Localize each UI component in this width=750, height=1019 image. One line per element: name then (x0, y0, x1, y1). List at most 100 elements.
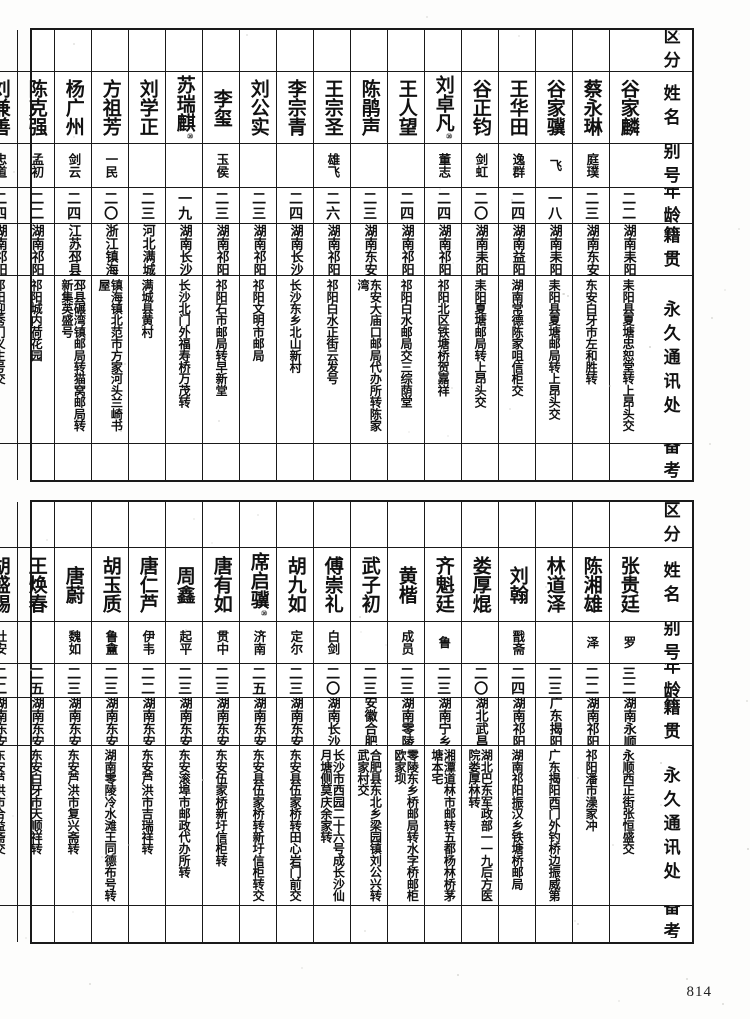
person-column: 齐魁廷鲁二三 湖南宁乡 湘潭道林市邮转五都杨林桥茅塘本宅 (424, 502, 461, 942)
scan-speck (746, 700, 748, 702)
row-label-name: 姓名 (646, 72, 692, 144)
address-text: 合肥县东北乡梁园镇刘公兴转武家村交 (357, 749, 382, 903)
cell-alias (129, 144, 165, 188)
origin-text: 广东揭阳 (547, 698, 560, 746)
person-column: 唐仁芦 伊韦 二二 湖南东安 东安芦洪市吉瑞祥转 (128, 502, 165, 942)
cell-note (0, 906, 17, 938)
cell-name: 唐有如 (203, 548, 239, 622)
cell-note (573, 906, 609, 938)
cell-division (129, 502, 165, 548)
scan-speck (246, 34, 248, 36)
cell-address: 祁阳白水邮局交三综荫堂 (388, 276, 424, 444)
cell-division (18, 502, 54, 548)
scan-speck (379, 354, 381, 356)
age-text: 二二 (0, 666, 6, 696)
cell-alias (351, 622, 387, 664)
cell-note (0, 444, 17, 478)
cell-name: 陈克强 (18, 72, 54, 144)
origin-text: 湖南耒阳 (473, 224, 486, 276)
alias-text: 雄飞 (326, 153, 339, 178)
origin-text: 浙江镇海 (103, 224, 116, 276)
cell-name: 刘翰 (499, 548, 535, 622)
name-text: 王焕春 (26, 556, 45, 613)
row-label-alias: 别号 (646, 144, 692, 188)
cell-alias: 社安 (0, 622, 17, 664)
person-column: 周鑫 起平 二三 湖南东安 东安滚埠市邮政代办所转 (165, 502, 202, 942)
address-text: 东安芦洪市合益斋交 (0, 749, 5, 854)
person-column: 李宗青 二四 湖南长沙 长沙东乡北山新村 (276, 30, 313, 480)
cell-origin: 湖南永顺 (610, 698, 646, 746)
age-text: 二三 (362, 191, 376, 221)
age-text: 二三 (362, 666, 376, 696)
name-text: 席启骥⑩ (248, 552, 267, 618)
age-text: 二三 (140, 191, 154, 221)
origin-text: 湖南祁阳 (214, 224, 227, 276)
cell-name: 黄楷 (388, 548, 424, 622)
age-text: 二二 (140, 666, 154, 696)
age-text: 二三 (66, 666, 80, 696)
name-text: 唐蔚 (63, 566, 82, 604)
cell-age: 二四 (499, 188, 535, 224)
name-text: 胡九如 (285, 556, 304, 613)
name-text: 李宗青 (285, 79, 304, 136)
scan-speck (747, 848, 749, 850)
person-column: 武子初 二三 安徽合肥 合肥县东北乡梁园镇刘公兴转武家村交 (350, 502, 387, 942)
cell-division (425, 30, 461, 72)
cell-note (351, 444, 387, 478)
person-column: 胡九如 定尔 二三 湖南东安 东安县伍家桥转田心岩门前交 (276, 502, 313, 942)
address-text: 祁阳迎秀门义生号交 (0, 279, 5, 384)
cell-name: 刘公实 (240, 72, 276, 144)
person-column: 王焕春 二五 湖南东安 东安白牙市天顺祥转 (17, 502, 54, 942)
cell-name: 苏瑞麒⑩ (166, 72, 202, 144)
name-text: 唐有如 (211, 556, 230, 613)
alias-text: 忠道 (0, 153, 5, 178)
origin-text: 河北满城 (140, 224, 153, 276)
address-text: 邳县碾湾镇邮局转猫窝邮局转新集英盛号 (61, 279, 86, 441)
row-label-text: 姓名 (660, 561, 677, 609)
cell-note (314, 444, 350, 478)
person-column: 蔡永琳 庭璞 二三 湖南东安 东安白牙市左和胜转 (572, 30, 609, 480)
scan-speck (457, 974, 459, 976)
cell-age: 二三 (203, 188, 239, 224)
cell-note (240, 444, 276, 478)
age-text: 一九 (177, 191, 191, 221)
address-text: 东安县伍家桥转田心岩门前交 (289, 749, 301, 901)
cell-address: 镇海镇北范市方家河头兰崎书屋 (92, 276, 128, 444)
cell-note (536, 906, 572, 938)
age-text: 二三 (251, 191, 265, 221)
address-text: 祁阳白水正街云发号 (326, 279, 338, 384)
row-label-column: 区分 姓名 别号 年龄 籍贯 永久通讯处 备考 (646, 30, 692, 480)
name-text: 陈鹃声 (359, 79, 378, 136)
address-text: 长沙北门外福寿桥万茂转 (178, 279, 190, 408)
cell-note (18, 444, 54, 478)
name-annotation-mark: ⑩ (445, 132, 454, 141)
cell-address: 东安县伍家桥转田心岩门前交 (277, 746, 313, 906)
origin-text: 湖南东安 (0, 698, 6, 746)
cell-origin: 湖南祁阳 (388, 224, 424, 276)
cell-alias: 白剑 (314, 622, 350, 664)
cell-alias (351, 144, 387, 188)
cell-division (0, 502, 17, 548)
name-text: 刘卓凡⑩ (433, 75, 452, 141)
cell-address: 东安白牙市左和胜转 (573, 276, 609, 444)
alias-text: 玉侯 (215, 153, 228, 178)
cell-note (92, 444, 128, 478)
cell-name: 王宗圣 (314, 72, 350, 144)
cell-name: 方祖芳 (92, 72, 128, 144)
cell-division (573, 30, 609, 72)
cell-origin: 湖南东安 (573, 224, 609, 276)
cell-address: 东安芦洪市吉瑞祥转 (129, 746, 165, 906)
cell-note (314, 906, 350, 938)
cell-address: 祁阳城内荷花园 (18, 276, 54, 444)
cell-origin: 湖南耒阳 (610, 224, 646, 276)
name-text: 王华田 (507, 79, 526, 136)
origin-text: 湖南祁阳 (436, 224, 449, 276)
cell-name: 陈鹃声 (351, 72, 387, 144)
cell-age: 二〇 (314, 664, 350, 698)
cell-age: 二三 (351, 188, 387, 224)
cell-note (610, 444, 646, 478)
cell-address: 广东揭阳西门外钓桥边振威第 (536, 746, 572, 906)
cell-origin: 湖南长沙 (166, 224, 202, 276)
cell-address: 东安滚埠市邮政代办所转 (166, 746, 202, 906)
scan-speck (257, 514, 259, 516)
